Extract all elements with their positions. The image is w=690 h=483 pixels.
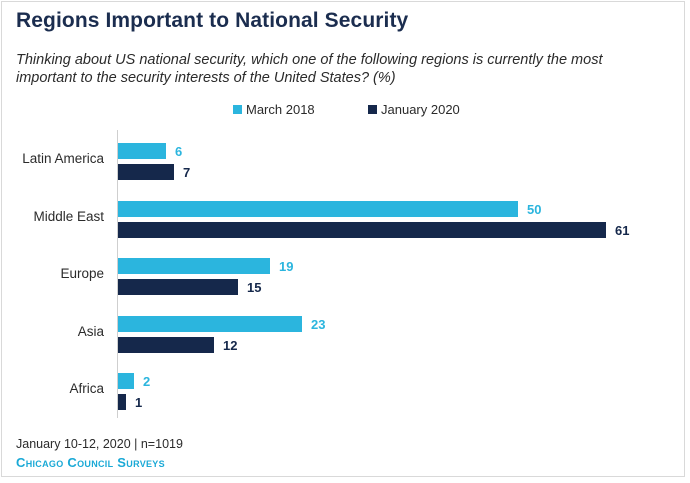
chart-subtitle: Thinking about US national security, whi… (16, 52, 603, 86)
category-label-asia: Asia (77, 323, 104, 339)
category-label-africa: Africa (69, 381, 104, 396)
bar-asia-january-2020 (118, 336, 214, 353)
bar-africa-january-2020 (118, 394, 126, 410)
legend-swatch-january-2020 (368, 105, 377, 114)
bar-europe-march-2018 (118, 258, 270, 274)
bar-latin-america-march-2018 (118, 143, 166, 159)
value-label-africa-march-2018: 2 (143, 374, 151, 389)
category-label-latin-america: Latin America (22, 151, 104, 166)
category-label-middle-east: Middle East (33, 208, 104, 224)
bar-middle-east-march-2018 (118, 200, 518, 217)
legend-label-march-2018: March 2018 (246, 102, 315, 117)
bar-latin-america-january-2020 (118, 164, 174, 180)
value-label-middle-east-january-2020: 61 (615, 222, 630, 238)
value-label-middle-east-march-2018: 50 (527, 201, 542, 217)
value-label-asia-march-2018: 23 (311, 316, 326, 332)
value-label-europe-january-2020: 15 (247, 280, 262, 295)
chart-title: Regions Important to National Security (16, 9, 409, 32)
chart-frame (1, 1, 685, 477)
bar-europe-january-2020 (118, 279, 238, 295)
legend-swatch-march-2018 (233, 105, 242, 114)
value-label-asia-january-2020: 12 (223, 337, 238, 353)
value-label-latin-america-january-2020: 7 (183, 165, 191, 180)
bar-africa-march-2018 (118, 373, 134, 389)
bar-middle-east-january-2020 (118, 221, 606, 238)
legend-item-january-2020: January 2020 (368, 102, 460, 117)
legend-item-march-2018: March 2018 (233, 102, 315, 117)
value-label-latin-america-march-2018: 6 (175, 144, 183, 159)
bar-asia-march-2018 (118, 315, 302, 332)
legend-label-january-2020: January 2020 (381, 102, 460, 117)
category-label-europe: Europe (60, 266, 104, 281)
source-org: Chicago Council Surveys (16, 455, 165, 470)
survey-date: January 10-12, 2020 | n=1019 (16, 437, 183, 451)
category-axis-line (117, 130, 118, 418)
value-label-africa-january-2020: 1 (135, 395, 143, 410)
value-label-europe-march-2018: 19 (279, 259, 294, 274)
